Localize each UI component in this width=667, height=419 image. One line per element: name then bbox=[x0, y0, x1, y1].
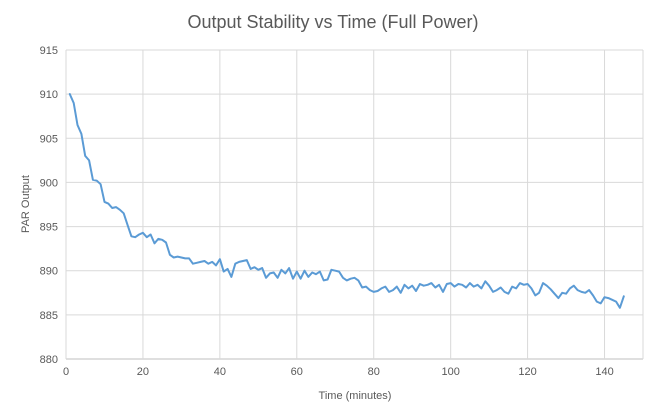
x-tick-label: 60 bbox=[291, 366, 303, 378]
y-tick-label: 900 bbox=[40, 177, 58, 189]
gridlines bbox=[65, 49, 644, 360]
x-tick-label: 80 bbox=[368, 366, 380, 378]
y-tick-label: 905 bbox=[40, 133, 58, 145]
y-axis-ticks: 880 885 890 895 900 905 910 915 bbox=[40, 45, 58, 366]
y-tick-label: 885 bbox=[40, 310, 58, 322]
y-tick-label: 895 bbox=[40, 222, 58, 234]
x-tick-label: 20 bbox=[137, 366, 149, 378]
x-tick-label: 140 bbox=[595, 366, 613, 378]
series-layer bbox=[68, 93, 625, 309]
x-tick-label: 40 bbox=[214, 366, 226, 378]
y-tick-label: 880 bbox=[40, 354, 58, 366]
y-axis-label: PAR Output bbox=[20, 175, 32, 233]
x-axis-label: Time (minutes) bbox=[319, 390, 392, 402]
x-tick-label: 0 bbox=[63, 366, 69, 378]
series-line bbox=[68, 93, 625, 309]
x-tick-label: 120 bbox=[518, 366, 536, 378]
x-axis-ticks: 0 20 40 60 80 100 120 140 bbox=[63, 366, 614, 378]
y-tick-label: 915 bbox=[40, 45, 58, 57]
chart-title: Output Stability vs Time (Full Power) bbox=[187, 12, 478, 32]
y-tick-label: 890 bbox=[40, 266, 58, 278]
x-tick-label: 100 bbox=[441, 366, 459, 378]
y-tick-label: 910 bbox=[40, 89, 58, 101]
